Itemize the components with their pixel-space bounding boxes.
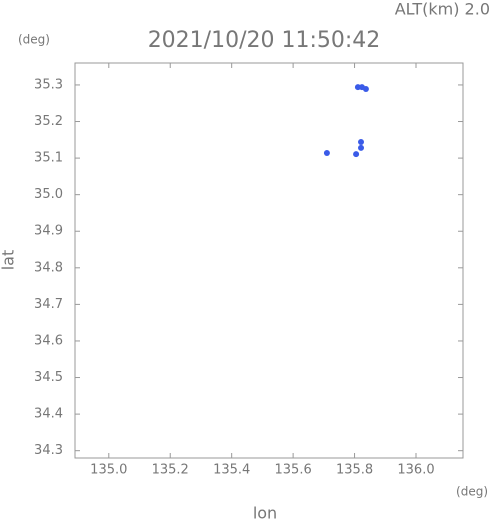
plot-frame	[74, 62, 464, 459]
x-unit: (deg)	[456, 485, 488, 499]
y-tick-label: 34.4	[34, 407, 63, 422]
point	[358, 144, 365, 151]
x-axis-label: lon	[253, 504, 277, 521]
y-unit: (deg)	[18, 33, 50, 47]
x-tick-label: 136.0	[397, 463, 434, 478]
point	[358, 139, 365, 145]
y-tick-label: 34.7	[34, 297, 63, 312]
y-tick-label: 35.3	[34, 77, 63, 92]
y-tick-label: 35.0	[34, 187, 63, 202]
x-tick-label: 135.8	[336, 463, 373, 478]
point	[323, 149, 330, 156]
y-tick-label: 34.6	[34, 333, 63, 348]
y-tick-label: 34.3	[34, 443, 63, 458]
x-tick-label: 135.4	[213, 463, 250, 478]
x-tick-label: 135.2	[152, 463, 189, 478]
point	[353, 151, 360, 158]
y-tick-label: 35.2	[34, 114, 63, 129]
y-tick-label: 34.5	[34, 370, 63, 385]
y-axis-label: lat	[0, 250, 18, 271]
y-tick-label: 35.1	[34, 151, 63, 166]
altitude-label: ALT(km) 2.0	[395, 0, 490, 19]
x-tick-label: 135.6	[275, 463, 312, 478]
x-tick-label: 135.0	[90, 463, 127, 478]
chart-title: 2021/10/20 11:50:42	[148, 28, 381, 53]
point	[362, 85, 369, 92]
y-tick-label: 34.9	[34, 224, 63, 239]
y-tick-label: 34.8	[34, 260, 63, 275]
